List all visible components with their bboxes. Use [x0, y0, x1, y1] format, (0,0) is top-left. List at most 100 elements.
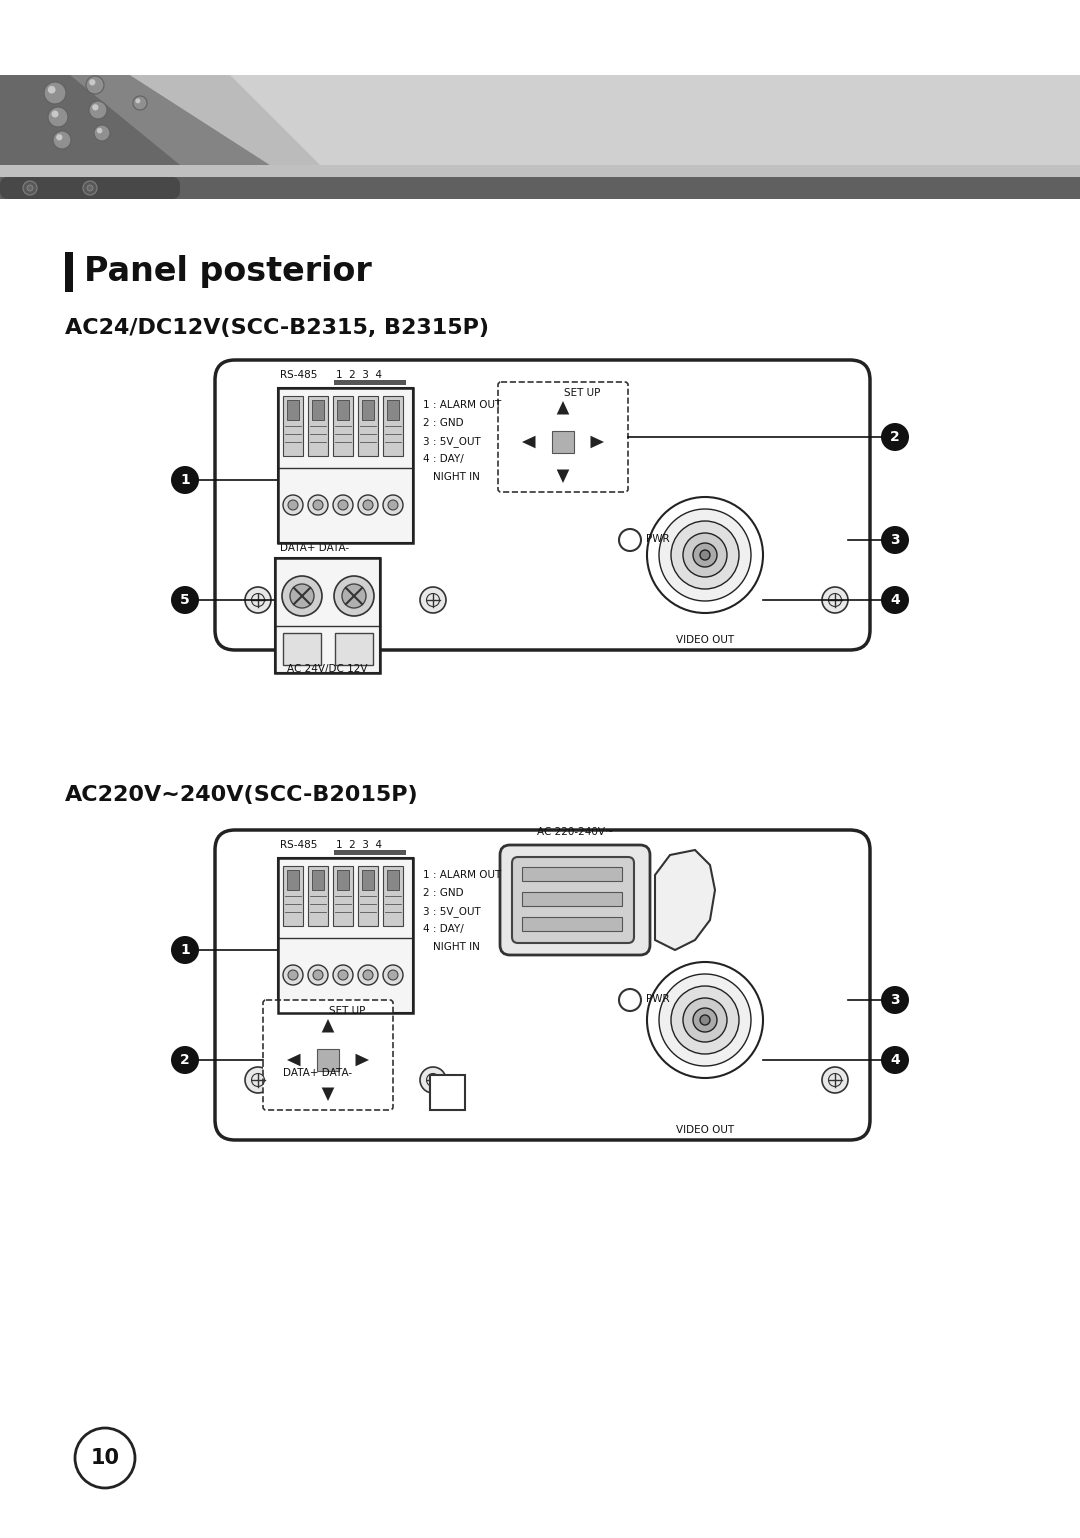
Circle shape — [357, 964, 378, 984]
Circle shape — [283, 495, 303, 515]
Text: Panel posterior: Panel posterior — [84, 255, 372, 289]
Text: VIDEO OUT: VIDEO OUT — [676, 635, 734, 644]
Circle shape — [383, 495, 403, 515]
Circle shape — [171, 1046, 199, 1074]
Text: 1 : ALARM OUT: 1 : ALARM OUT — [423, 871, 501, 880]
Circle shape — [135, 98, 140, 103]
Circle shape — [363, 500, 373, 511]
Text: 3: 3 — [890, 994, 900, 1007]
Circle shape — [333, 964, 353, 984]
Bar — [283, 395, 303, 455]
Circle shape — [245, 1067, 271, 1094]
Bar — [333, 395, 353, 455]
Circle shape — [313, 970, 323, 980]
Text: 2 : GND: 2 : GND — [423, 418, 463, 428]
Bar — [287, 400, 299, 420]
Circle shape — [87, 185, 93, 191]
Polygon shape — [322, 1087, 335, 1101]
Bar — [357, 866, 378, 926]
Circle shape — [313, 500, 323, 511]
Circle shape — [133, 95, 147, 111]
FancyBboxPatch shape — [0, 177, 180, 198]
Bar — [552, 431, 573, 454]
Bar — [278, 388, 413, 543]
Circle shape — [171, 466, 199, 494]
Circle shape — [48, 108, 68, 128]
Polygon shape — [0, 75, 270, 165]
Text: 4: 4 — [890, 594, 900, 608]
Circle shape — [308, 495, 328, 515]
Circle shape — [822, 1067, 848, 1094]
Text: DATA+ DATA-: DATA+ DATA- — [283, 1067, 352, 1078]
Text: 10: 10 — [91, 1447, 120, 1467]
Bar — [278, 388, 413, 543]
Polygon shape — [0, 75, 180, 165]
Circle shape — [881, 586, 909, 614]
Polygon shape — [130, 75, 320, 165]
Bar — [0, 75, 1080, 165]
Text: SET UP: SET UP — [565, 388, 600, 398]
Text: 3 : 5V_OUT: 3 : 5V_OUT — [423, 435, 481, 448]
Bar — [387, 400, 399, 420]
Text: RS-485: RS-485 — [280, 840, 318, 851]
Circle shape — [659, 974, 751, 1066]
Circle shape — [291, 584, 314, 608]
Bar — [334, 851, 406, 855]
Bar — [283, 634, 321, 664]
Circle shape — [647, 497, 762, 614]
Circle shape — [75, 1427, 135, 1487]
Bar — [337, 400, 349, 420]
Polygon shape — [556, 401, 569, 415]
Bar — [387, 871, 399, 891]
Circle shape — [881, 1046, 909, 1074]
Bar — [383, 866, 403, 926]
Circle shape — [288, 970, 298, 980]
FancyBboxPatch shape — [498, 381, 627, 492]
Text: AC220V~240V(SCC-B2015P): AC220V~240V(SCC-B2015P) — [65, 784, 419, 804]
Circle shape — [659, 509, 751, 601]
Text: 4 : DAY/: 4 : DAY/ — [423, 924, 463, 934]
Bar — [275, 558, 380, 674]
Circle shape — [97, 128, 103, 134]
Text: 2: 2 — [890, 431, 900, 444]
Text: DATA+ DATA-: DATA+ DATA- — [280, 543, 349, 554]
Text: 4: 4 — [890, 1054, 900, 1067]
Bar — [383, 395, 403, 455]
Text: AC 24V/DC 12V: AC 24V/DC 12V — [287, 664, 367, 674]
Bar — [337, 871, 349, 891]
Bar — [522, 917, 622, 930]
Text: 3 : 5V_OUT: 3 : 5V_OUT — [423, 906, 481, 917]
Text: PWR: PWR — [646, 534, 670, 544]
Circle shape — [308, 964, 328, 984]
Circle shape — [619, 529, 642, 551]
Bar — [334, 380, 406, 384]
Polygon shape — [591, 435, 604, 448]
Text: VIDEO OUT: VIDEO OUT — [676, 1124, 734, 1135]
Circle shape — [86, 75, 104, 94]
Circle shape — [342, 584, 366, 608]
Text: RS-485: RS-485 — [280, 371, 318, 380]
Polygon shape — [322, 1020, 335, 1032]
Text: SET UP: SET UP — [329, 1006, 366, 1017]
Text: 1: 1 — [180, 943, 190, 957]
Circle shape — [671, 986, 739, 1054]
Bar — [65, 252, 73, 292]
Bar — [522, 867, 622, 881]
Bar — [335, 634, 373, 664]
Text: NIGHT IN: NIGHT IN — [433, 941, 480, 952]
FancyBboxPatch shape — [500, 844, 650, 955]
Circle shape — [89, 102, 107, 118]
Text: PWR: PWR — [646, 994, 670, 1004]
Bar — [333, 866, 353, 926]
Circle shape — [23, 181, 37, 195]
Bar — [275, 558, 380, 674]
Bar — [430, 1075, 465, 1110]
Text: 1: 1 — [180, 474, 190, 488]
Circle shape — [881, 526, 909, 554]
Bar — [283, 866, 303, 926]
Text: 4 : DAY/: 4 : DAY/ — [423, 454, 463, 464]
Text: 1  2  3  4: 1 2 3 4 — [336, 371, 382, 380]
Circle shape — [693, 1007, 717, 1032]
Circle shape — [619, 989, 642, 1010]
Circle shape — [171, 937, 199, 964]
